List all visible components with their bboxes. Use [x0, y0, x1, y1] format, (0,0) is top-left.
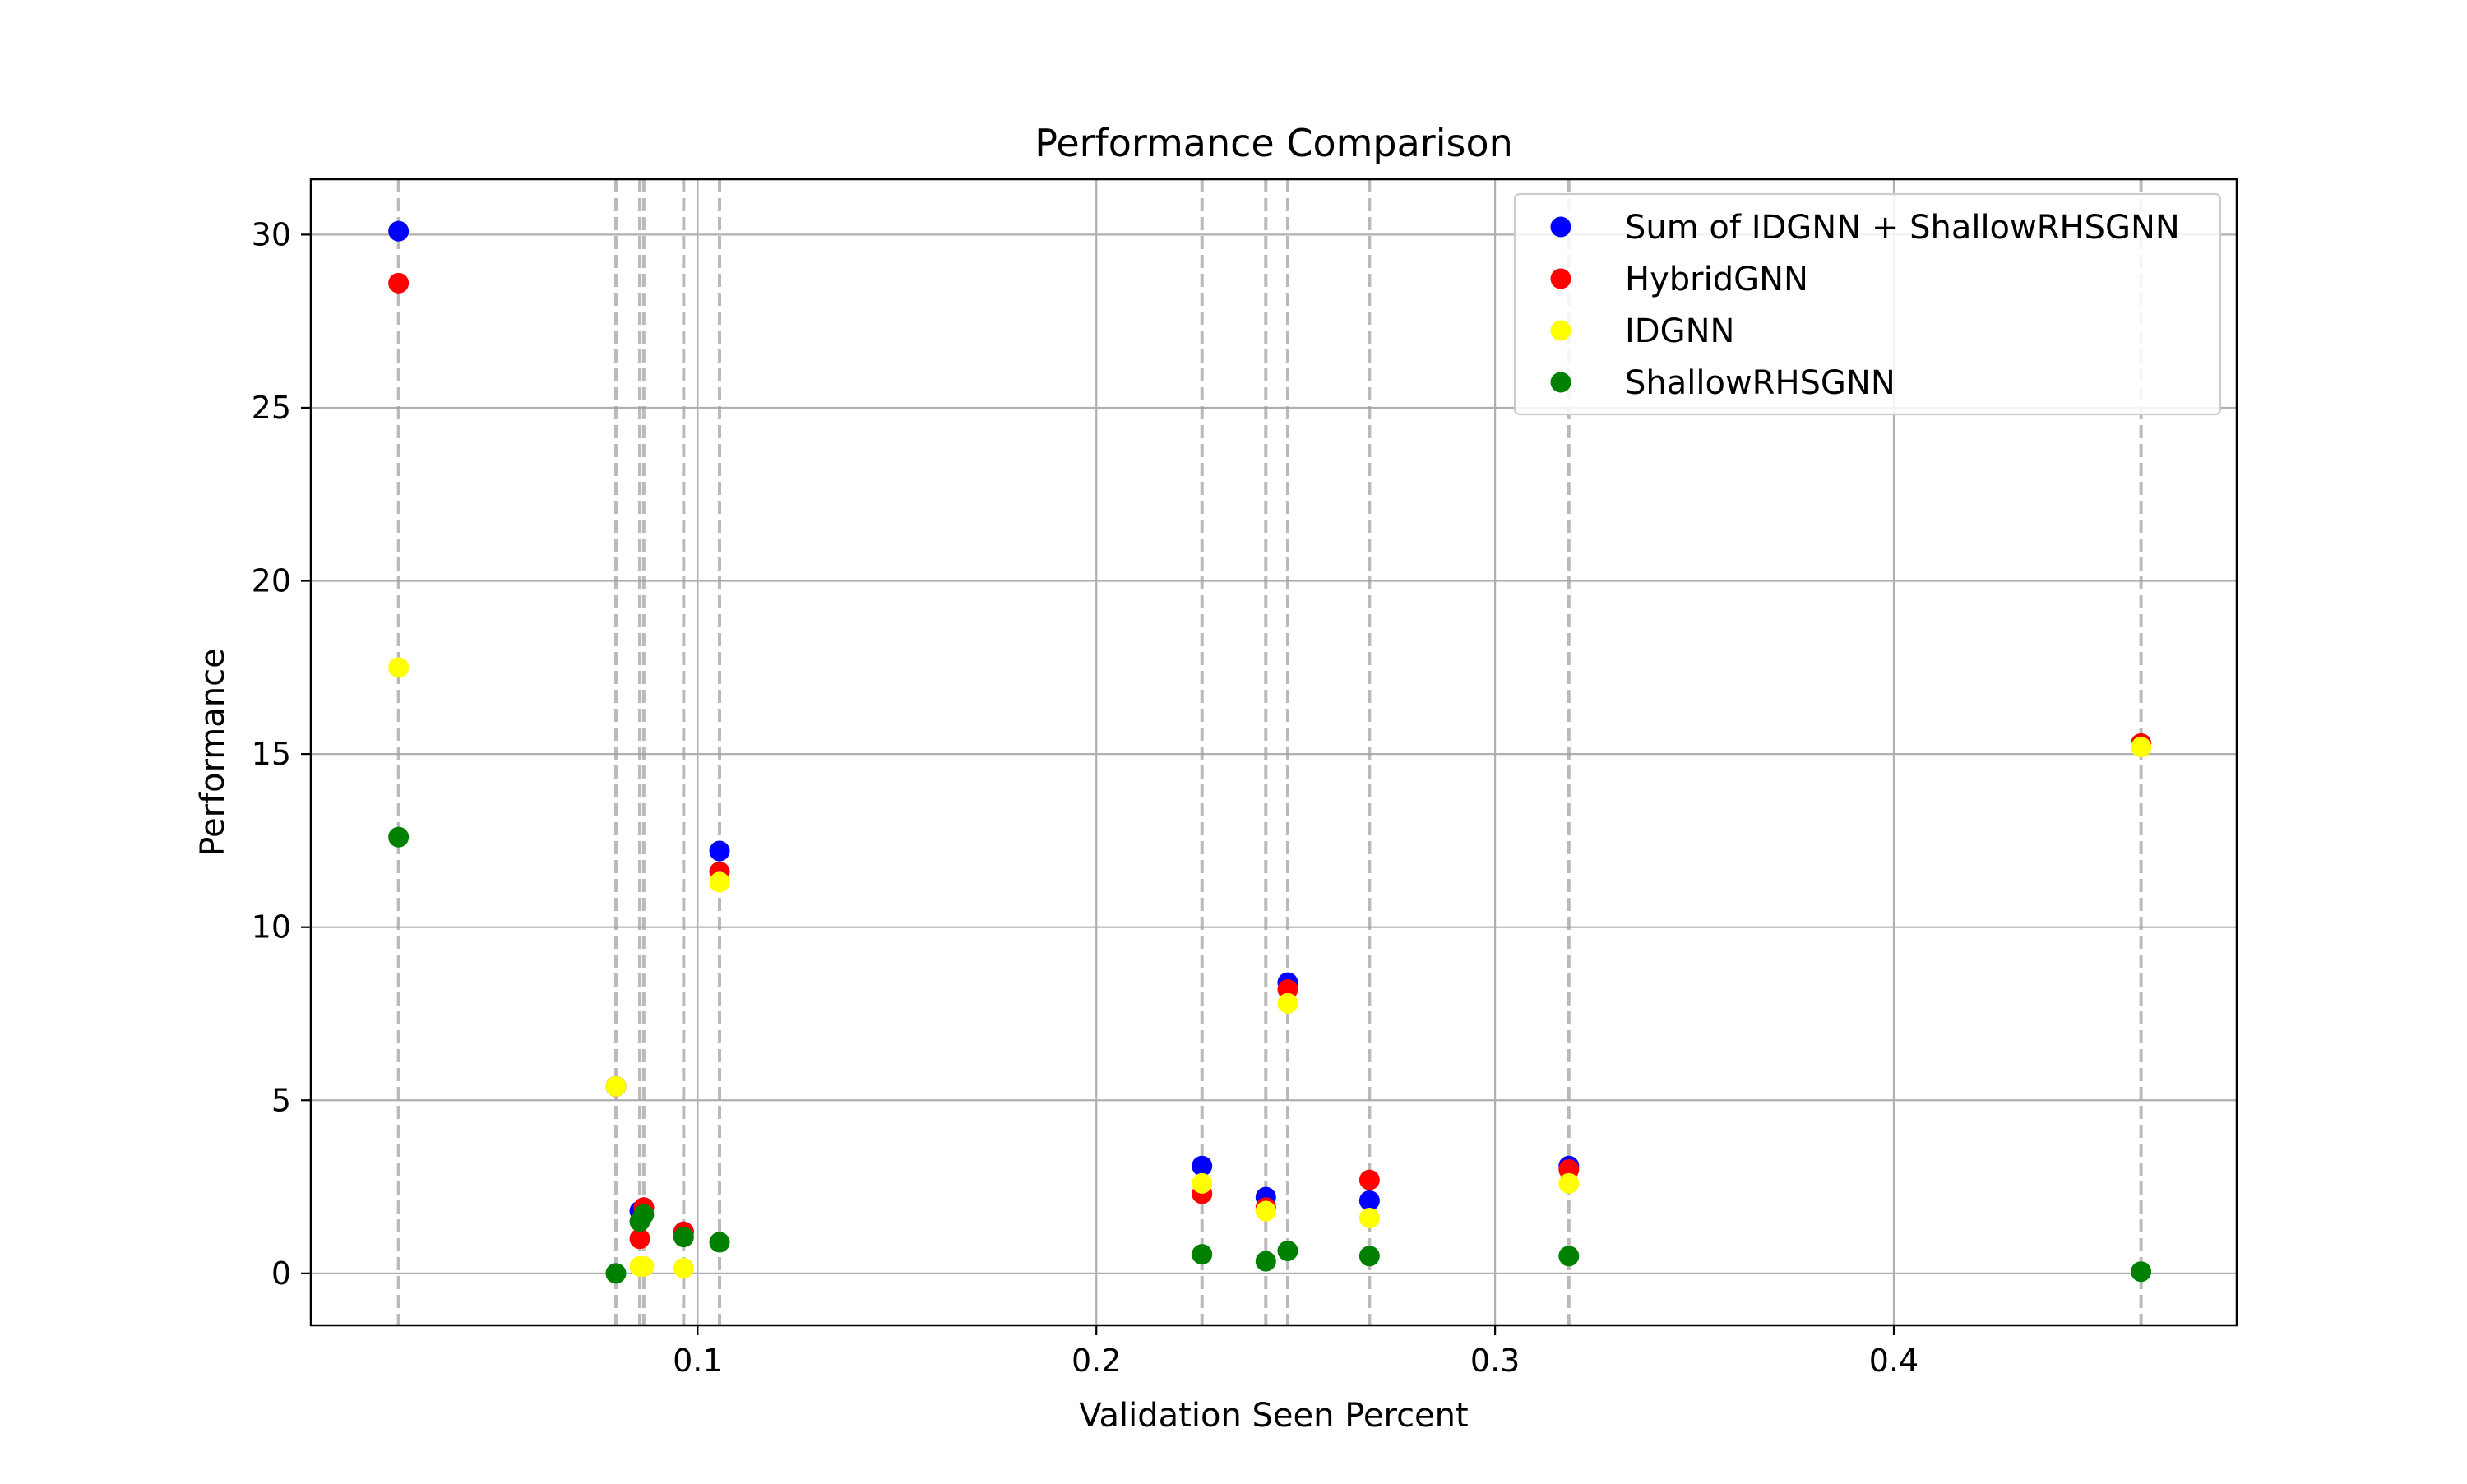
- data-point: [1255, 1200, 1276, 1222]
- data-point: [1558, 1172, 1580, 1194]
- plot-area-frame: [309, 178, 2238, 1327]
- legend-marker: [1550, 216, 1571, 238]
- data-point: [605, 1263, 627, 1284]
- data-point: [2131, 1261, 2152, 1283]
- y-tick-label: 15: [252, 736, 291, 772]
- data-point: [629, 1228, 650, 1250]
- data-point: [673, 1227, 694, 1248]
- x-tick-label: 0.2: [1072, 1343, 1121, 1379]
- y-tick-label: 30: [252, 216, 291, 252]
- data-points: [388, 220, 2152, 1284]
- data-point: [633, 1255, 655, 1277]
- data-point: [1255, 1251, 1276, 1272]
- data-point: [673, 1258, 694, 1279]
- chart-title: Performance Comparison: [1034, 121, 1513, 165]
- data-point: [388, 272, 410, 294]
- x-tick-label: 0.3: [1470, 1343, 1520, 1379]
- data-point: [1358, 1246, 1380, 1267]
- legend-label: Sum of IDGNN + ShallowRHSGNN: [1625, 209, 2180, 247]
- legend-label: IDGNN: [1625, 312, 1734, 350]
- data-point: [1277, 1240, 1298, 1261]
- legend-marker: [1550, 268, 1571, 289]
- y-axis-label: Performance: [194, 648, 232, 856]
- y-tick-label: 25: [252, 390, 291, 426]
- data-point: [709, 1232, 730, 1253]
- y-tick-label: 5: [271, 1082, 291, 1118]
- data-point: [633, 1204, 655, 1225]
- data-point: [709, 840, 730, 862]
- data-point: [388, 826, 410, 848]
- data-point: [388, 657, 410, 678]
- data-point: [1192, 1244, 1213, 1265]
- y-tick-label: 10: [252, 909, 291, 945]
- legend-label: ShallowRHSGNN: [1625, 364, 1895, 402]
- x-axis-label: Validation Seen Percent: [1079, 1397, 1468, 1435]
- y-tick-label: 20: [252, 563, 291, 599]
- data-point: [1358, 1169, 1380, 1190]
- legend: Sum of IDGNN + ShallowRHSGNN HybridGNN IDG…: [1513, 192, 2222, 416]
- axis-ticks: 0.1 0.2 0.3 0.4 0 5 10 15 20 25 30: [252, 216, 1919, 1379]
- reference-lines: [396, 179, 2143, 1325]
- x-tick-label: 0.1: [673, 1343, 722, 1379]
- data-point: [709, 871, 730, 893]
- data-point: [1558, 1246, 1580, 1267]
- data-point: [1277, 992, 1298, 1014]
- data-point: [2131, 737, 2152, 758]
- y-tick-label: 0: [271, 1255, 291, 1292]
- legend-box: [1513, 192, 2222, 416]
- data-point: [1192, 1172, 1213, 1194]
- legend-label: HybridGNN: [1625, 261, 1808, 298]
- data-point: [1358, 1190, 1380, 1211]
- x-tick-label: 0.4: [1869, 1343, 1919, 1379]
- legend-marker: [1550, 320, 1571, 341]
- data-point: [1192, 1155, 1213, 1177]
- data-point: [388, 220, 410, 242]
- legend-marker: [1550, 372, 1571, 393]
- data-point: [605, 1075, 627, 1097]
- data-point: [1358, 1207, 1380, 1228]
